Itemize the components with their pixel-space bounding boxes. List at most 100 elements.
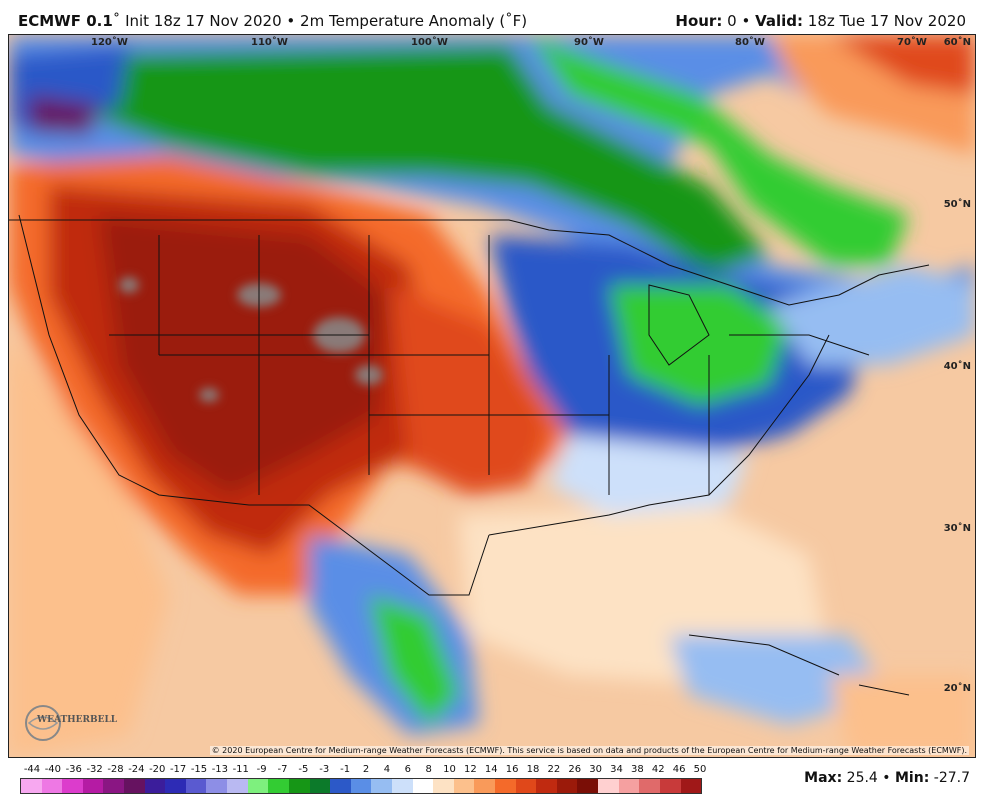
legend-tick-label: 16 [505,764,519,775]
legend-swatch [62,779,83,793]
lon-label-100w: 100˚W [411,37,448,48]
legend-swatch [185,779,207,793]
legend-swatch [515,779,537,793]
legend-swatch [103,779,125,793]
legend-swatch [206,779,228,793]
legend-tick-label: -3 [319,764,330,775]
legend-tick-label: -28 [107,764,124,775]
legend-swatch [288,779,310,793]
legend-tick-label: 14 [484,764,498,775]
legend-swatch [82,779,104,793]
legend-swatch [433,779,454,793]
legend-swatch [536,779,557,793]
legend-swatch [598,779,619,793]
legend-tick-label: 2 [362,764,370,775]
legend-tick-label: 26 [568,764,582,775]
legend-swatch [453,779,475,793]
hour-label: Hour: [675,12,723,30]
lat-label-60n: 60˚N [943,37,971,48]
legend-tick-label: -1 [340,764,351,775]
lon-label-80w: 80˚W [735,37,765,48]
legend-swatch [577,779,599,793]
legend-tick-label: -36 [65,764,82,775]
legend-tick-label: 18 [526,764,540,775]
legend-tick-label: -24 [128,764,145,775]
color-legend: -44 -40 -36 -32 -28 -24 -20 -17 -15 -13 -11 -9 -7 -5-… [20,764,707,804]
weatherbell-globe-icon [25,705,61,741]
valid-value: 18z Tue 17 Nov 2020 [807,12,966,30]
weatherbell-logo: WEATHERBELL [23,703,117,743]
legend-tick-label: -9 [256,764,267,775]
legend-tick-label: -20 [149,764,166,775]
legend-tick-label: -17 [169,764,187,775]
legend-tick-label: 8 [425,764,432,775]
legend-tick-label: 22 [547,764,561,775]
legend-tick-label: 12 [464,764,477,775]
anomaly-field [9,35,975,757]
legend-colorbar [20,778,702,794]
min-value: -27.7 [933,770,970,786]
credit-text: © 2020 European Centre for Medium-range … [209,746,969,755]
legend-tick-label: -5 [298,764,309,775]
legend-swatch [41,779,63,793]
map-canvas [9,35,975,757]
time-separator: • [741,12,751,30]
legend-swatch [309,779,331,793]
stats-separator: • [882,770,891,786]
valid-label: Valid: [755,12,804,30]
legend-tick-label: -32 [86,764,103,775]
legend-tick-label: -15 [190,764,208,775]
legend-swatch [268,779,289,793]
legend-swatch [680,779,702,793]
legend-swatch [247,779,269,793]
legend-tick-label: 46 [672,764,686,775]
legend-tick-label: 34 [610,764,623,775]
legend-swatch [371,779,392,793]
legend-tick-label: 38 [631,764,644,775]
legend-tick-label: 42 [651,764,665,775]
legend-swatch [124,779,145,793]
legend-swatch [165,779,186,793]
legend-tick-label: -40 [44,764,62,775]
lon-label-120w: 120˚W [91,37,128,48]
anomaly-map[interactable]: 120˚W 110˚W 100˚W 90˚W 80˚W 70˚W 60˚N 50… [8,34,976,758]
init-time: Init 18z 17 Nov 2020 [125,12,282,30]
legend-tick-label: -7 [277,764,288,775]
legend-tick-label: 4 [383,764,391,775]
lat-label-20n: 20˚N [943,683,971,694]
min-label: Min [895,770,924,786]
lon-label-110w: 110˚W [251,37,288,48]
legend-tick-label: 10 [443,764,456,775]
model-name: ECMWF 0.1 [18,12,113,30]
field-name: 2m Temperature Anomaly (˚F) [300,12,528,30]
legend-swatch [412,779,434,793]
legend-swatch [144,779,166,793]
legend-tick-label: -11 [232,764,249,775]
legend-swatch [330,779,351,793]
header-title: ECMWF 0.1˚ Init 18z 17 Nov 2020 • 2m Tem… [18,12,527,30]
legend-swatch [21,779,42,793]
legend-swatch [659,779,681,793]
legend-tick-label: -13 [211,764,229,775]
legend-tick-label: -44 [23,764,41,775]
legend-swatch [474,779,496,793]
lon-label-70w: 70˚W [897,37,927,48]
lon-label-90w: 90˚W [574,37,604,48]
legend-tick-label: 30 [589,764,602,775]
max-label: Max [804,770,837,786]
legend-swatch [618,779,640,793]
legend-swatch [495,779,516,793]
lat-label-50n: 50˚N [943,199,971,210]
legend-ticks: -44 -40 -36 -32 -28 -24 -20 -17 -15 -13 -11 -9 -7 -5-… [20,764,707,778]
legend-swatch [350,779,372,793]
lat-label-40n: 40˚N [943,361,971,372]
borders [9,214,930,696]
max-min-stats: Max: 25.4 • Min: -27.7 [804,770,970,786]
legend-tick-label: 6 [404,764,411,775]
legend-swatch [639,779,660,793]
lat-label-30n: 30˚N [943,523,971,534]
header-separator: • [286,12,296,30]
max-value: 25.4 [846,770,878,786]
header-time: Hour: 0 • Valid: 18z Tue 17 Nov 2020 [675,12,966,30]
logo-text: WEATHERBELL [37,715,118,725]
